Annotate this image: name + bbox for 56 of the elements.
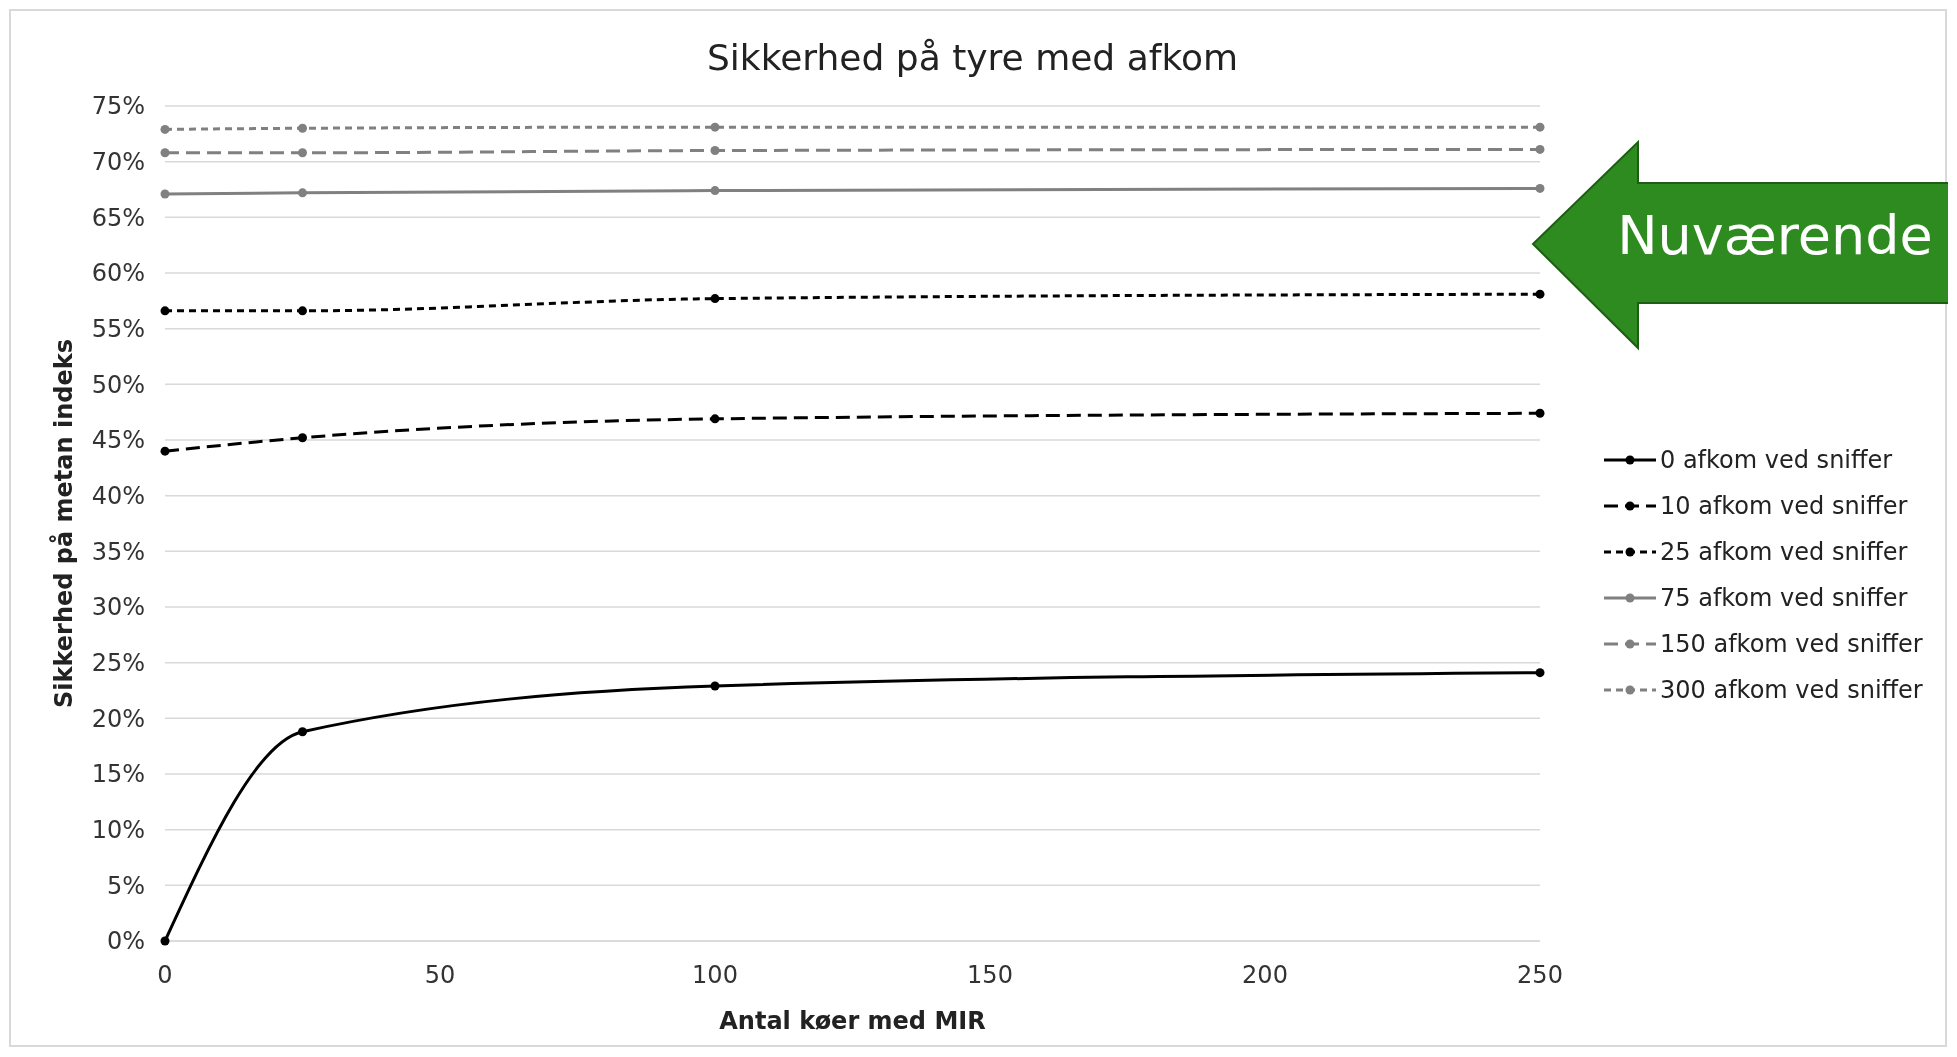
point <box>298 306 307 316</box>
point <box>1535 408 1545 418</box>
y-tick-label: 15% <box>91 760 145 789</box>
point <box>1535 289 1545 299</box>
point <box>160 189 170 199</box>
y-tick-label: 60% <box>91 259 145 288</box>
y-tick-label: 50% <box>91 370 145 399</box>
point <box>160 306 170 316</box>
y-tick-label: 5% <box>106 871 145 900</box>
legend-label: 25 afkom ved sniffer <box>1660 538 1908 567</box>
x-tick-label: 100 <box>692 961 738 989</box>
y-tick-label: 25% <box>91 649 145 678</box>
chart-title: Sikkerhed på tyre med afkom <box>706 37 1239 78</box>
point <box>298 433 307 443</box>
x-tick-label: 0 <box>157 961 173 989</box>
y-tick-label: 65% <box>91 203 145 232</box>
point <box>160 446 170 456</box>
point <box>1535 122 1545 132</box>
y-tick-label: 20% <box>91 704 145 733</box>
point <box>298 727 307 737</box>
x-tick-label: 250 <box>1517 961 1563 989</box>
legend-label: 0 afkom ved sniffer <box>1660 446 1893 475</box>
x-axis-title: Antal køer med MIR <box>719 1007 986 1035</box>
x-tick-label: 50 <box>424 961 456 989</box>
point <box>710 681 720 691</box>
point <box>160 148 170 158</box>
point <box>710 122 720 132</box>
y-axis-title: Sikkerhed på metan indeks <box>49 339 78 708</box>
y-tick-label: 35% <box>91 537 145 566</box>
point <box>1535 183 1545 193</box>
y-tick-label: 70% <box>91 148 145 177</box>
x-tick-label: 150 <box>967 961 1013 989</box>
legend-label: 75 afkom ved sniffer <box>1660 584 1908 613</box>
y-tick-label: 10% <box>91 816 145 845</box>
point <box>298 188 307 198</box>
point <box>710 186 720 196</box>
point <box>1535 144 1545 154</box>
point <box>160 936 170 946</box>
y-tick-label: 30% <box>91 593 145 622</box>
point <box>710 414 720 424</box>
point <box>710 146 720 156</box>
y-tick-label: 55% <box>91 315 145 344</box>
point <box>298 123 307 133</box>
text: Nuværende <box>1617 204 1933 267</box>
y-tick-label: 40% <box>91 482 145 511</box>
point <box>710 294 720 304</box>
point <box>160 124 170 134</box>
y-tick-label: 75% <box>91 92 145 121</box>
y-tick-label: 0% <box>106 927 145 956</box>
legend-label: 150 afkom ved sniffer <box>1660 630 1923 659</box>
y-tick-label: 45% <box>91 426 145 455</box>
x-tick-label: 200 <box>1242 961 1288 989</box>
legend-label: 10 afkom ved sniffer <box>1660 492 1908 521</box>
legend-label: 300 afkom ved sniffer <box>1660 676 1923 705</box>
point <box>298 148 307 158</box>
point <box>1535 668 1545 678</box>
